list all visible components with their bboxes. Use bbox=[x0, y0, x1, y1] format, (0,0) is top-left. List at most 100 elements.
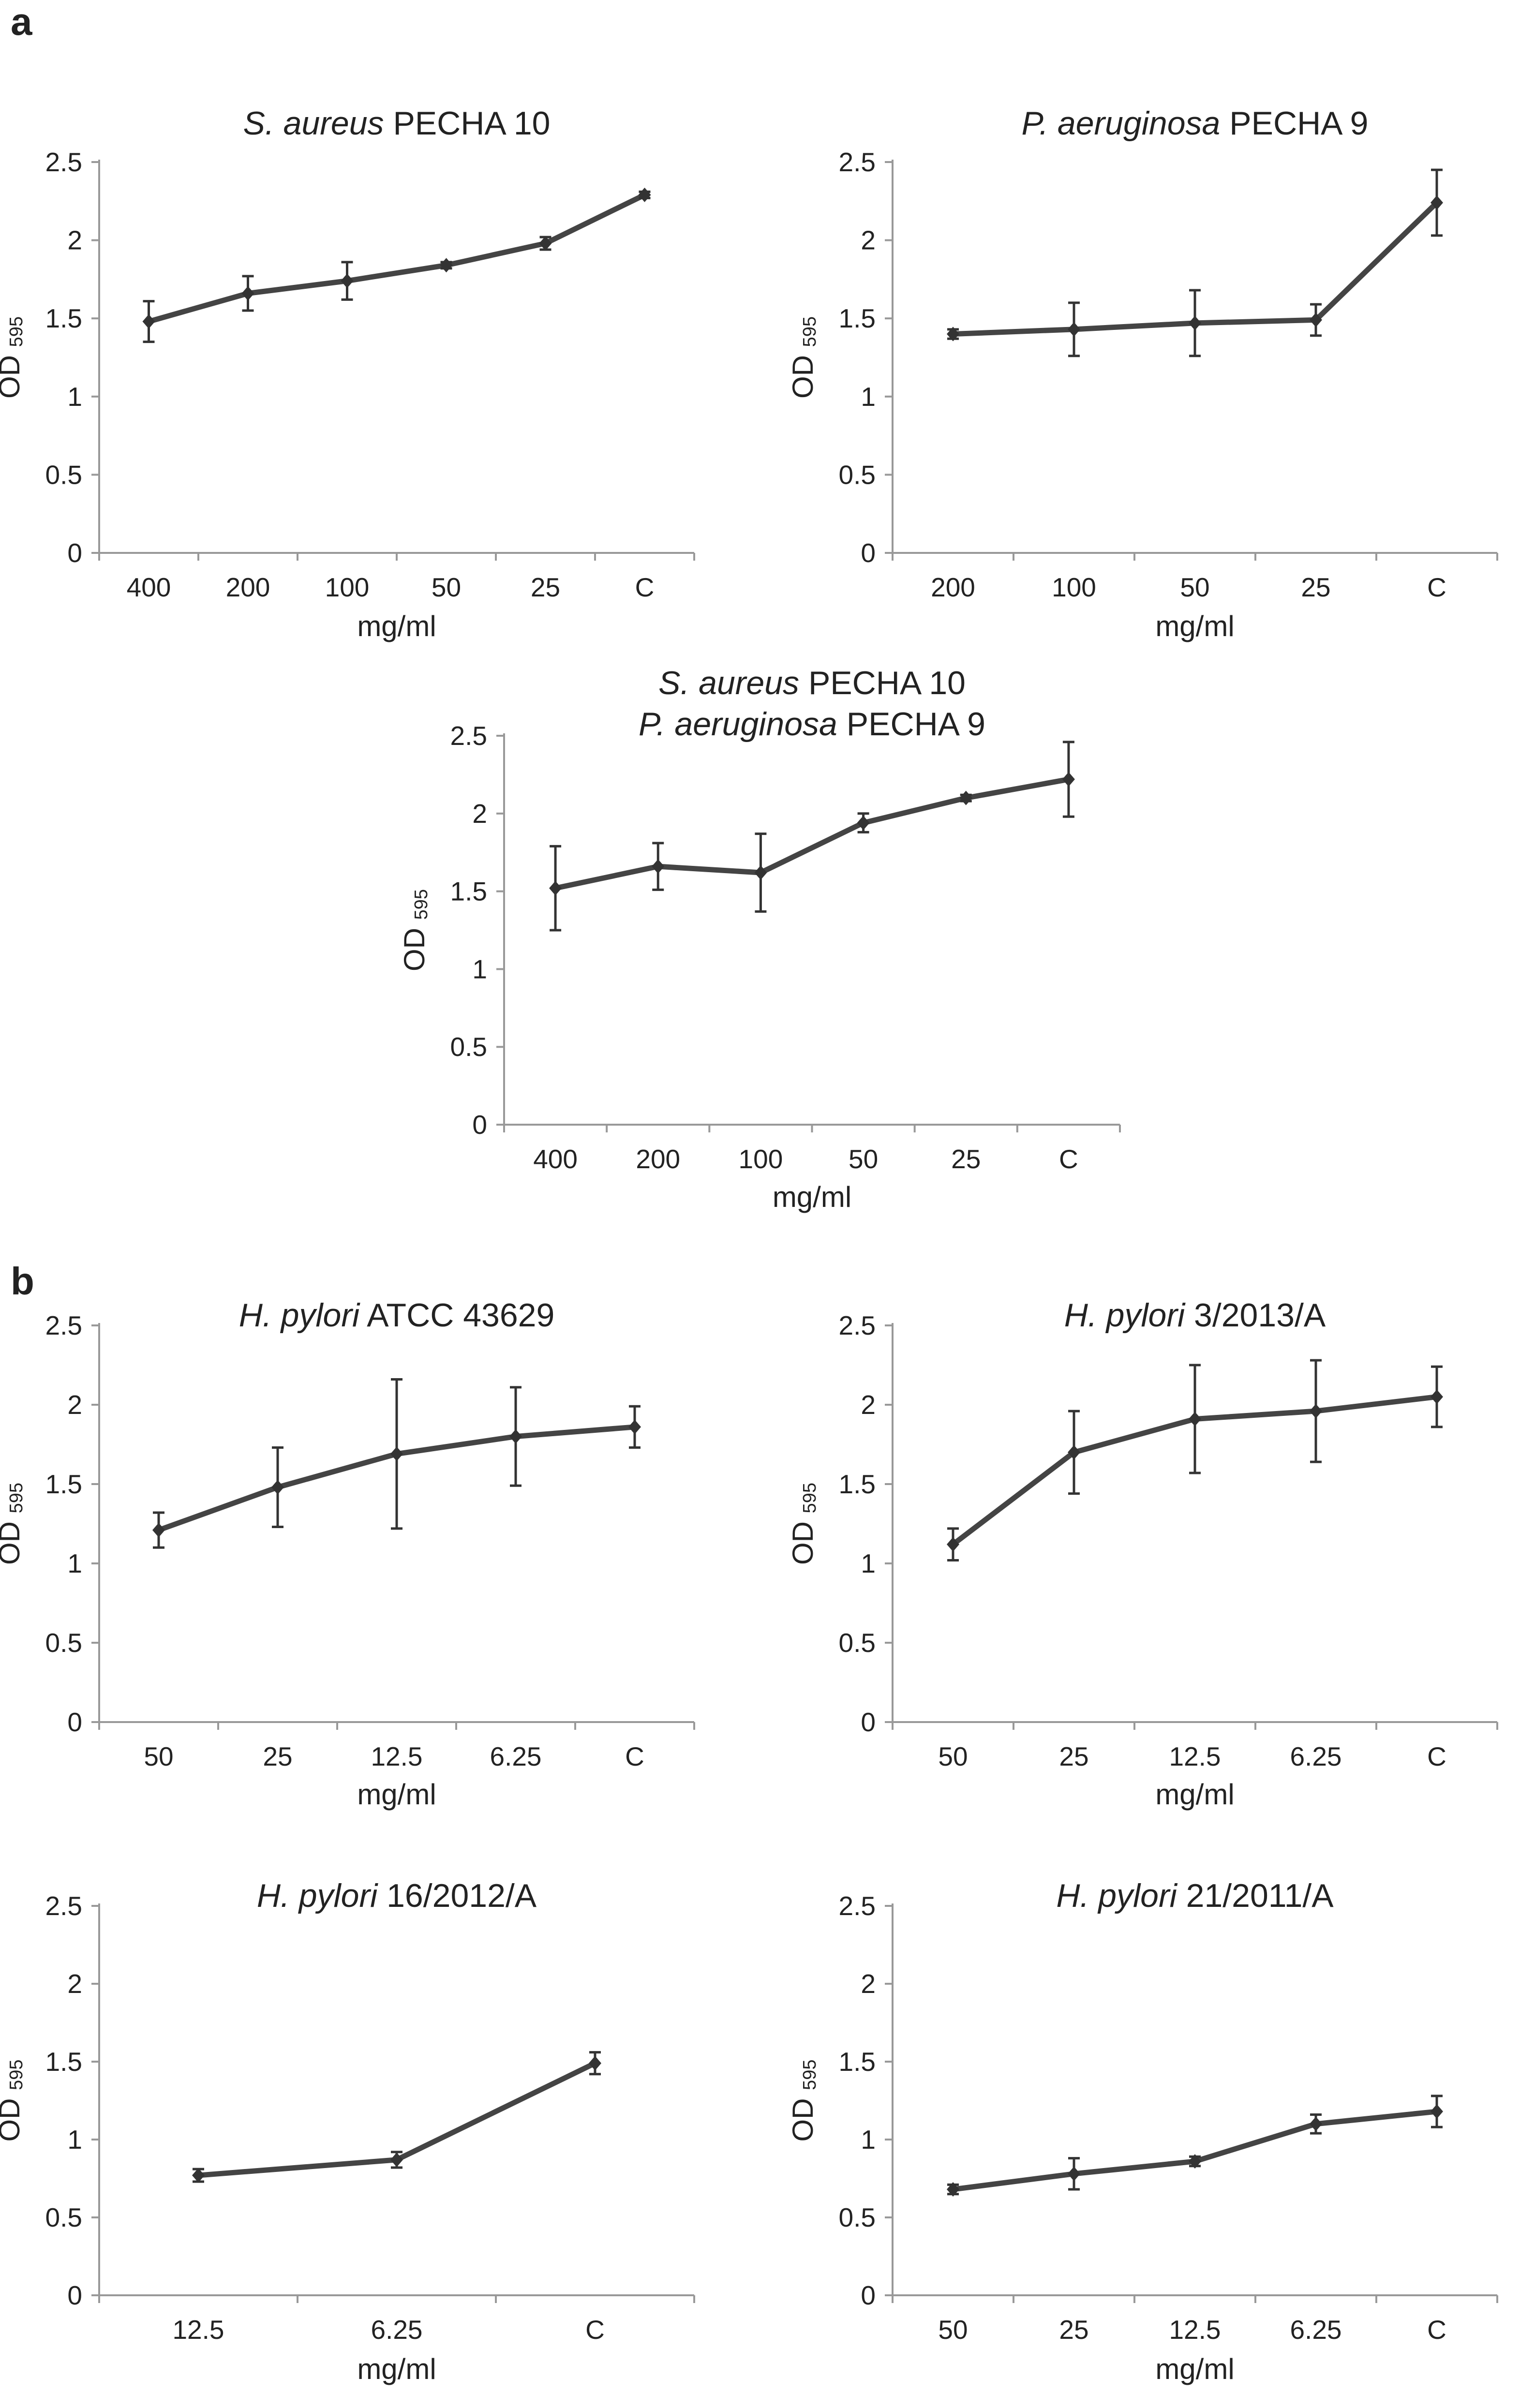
y-axis-label-main: OD bbox=[787, 347, 819, 399]
y-axis-label-subscript: 595 bbox=[800, 316, 820, 347]
data-point bbox=[241, 286, 254, 301]
data-point bbox=[1310, 2116, 1322, 2131]
y-tick-label: 0.5 bbox=[839, 1628, 876, 1658]
y-tick-label: 1.5 bbox=[45, 2047, 82, 2077]
x-axis-label: mg/ml bbox=[1155, 2353, 1234, 2385]
chart-title-text: PECHA 10 bbox=[799, 665, 966, 701]
chart-4: H. pylori ATCC 43629 0 0.5 1 1.5 2 2.5 50 25 12.5… bbox=[0, 1297, 695, 1811]
y-tick-label: 1 bbox=[861, 1548, 876, 1578]
x-tick-label: C bbox=[635, 572, 655, 602]
y-tick-label: 2.5 bbox=[45, 1891, 82, 1921]
y-tick-label: 2.5 bbox=[45, 1310, 82, 1340]
x-tick-label: 100 bbox=[1052, 572, 1096, 602]
y-tick-label: 0.5 bbox=[839, 2202, 876, 2232]
data-point bbox=[652, 859, 665, 874]
x-tick-label: 12.5 bbox=[371, 1741, 422, 1771]
y-tick-label: 2 bbox=[67, 1969, 82, 1999]
x-tick-label: 12.5 bbox=[172, 2315, 224, 2345]
chart-title-text: 16/2012/A bbox=[377, 1877, 537, 1914]
y-tick-label: 2.5 bbox=[450, 721, 487, 751]
data-point bbox=[390, 1446, 403, 1461]
y-tick-label: 0.5 bbox=[45, 1628, 82, 1658]
data-point bbox=[638, 187, 651, 202]
y-tick-label: 1.5 bbox=[450, 877, 487, 907]
x-tick-label: 200 bbox=[931, 572, 975, 602]
chart-5: H. pylori 3/2013/A 0 0.5 1 1.5 2 2.5 50 25 12.5 6.… bbox=[787, 1297, 1498, 1811]
x-tick-label: 25 bbox=[263, 1741, 292, 1771]
x-tick-label: 6.25 bbox=[1290, 2315, 1341, 2345]
data-point bbox=[509, 1429, 522, 1444]
data-point bbox=[857, 816, 870, 831]
y-axis-label: OD 595 bbox=[0, 2059, 27, 2141]
chart-title-italic: P. aeruginosa bbox=[639, 706, 837, 743]
y-tick-label: 1 bbox=[67, 2125, 82, 2155]
x-tick-label: 50 bbox=[432, 572, 461, 602]
data-point bbox=[947, 2182, 959, 2197]
x-tick-label: C bbox=[585, 2315, 605, 2345]
y-tick-label: 1 bbox=[861, 382, 876, 412]
y-tick-label: 2.5 bbox=[839, 147, 876, 177]
y-tick-label: 0.5 bbox=[450, 1032, 487, 1062]
y-axis-label-subscript: 595 bbox=[800, 2059, 820, 2090]
x-tick-label: 400 bbox=[533, 1144, 578, 1174]
y-tick-label: 2 bbox=[861, 1969, 876, 1999]
y-tick-label: 0 bbox=[861, 1707, 876, 1737]
series-line bbox=[953, 2109, 1437, 2192]
x-axis-label: mg/ml bbox=[1155, 1778, 1234, 1811]
panel-label-b: b bbox=[11, 1260, 34, 1303]
chart-title-italic: P. aeruginosa bbox=[1022, 105, 1221, 142]
data-point bbox=[947, 327, 959, 342]
y-tick-label: 0 bbox=[67, 1707, 82, 1737]
data-point bbox=[539, 236, 552, 251]
y-tick-label: 1.5 bbox=[45, 1469, 82, 1499]
chart-2: P. aeruginosa PECHA 9 0 0.5 1 1.5 2 2.5 200 100 5… bbox=[787, 105, 1498, 642]
data-point bbox=[549, 881, 562, 896]
data-point bbox=[1189, 315, 1201, 330]
data-point bbox=[1431, 1389, 1443, 1404]
y-axis-label-main: OD bbox=[0, 1513, 26, 1565]
x-tick-label: 100 bbox=[739, 1144, 783, 1174]
y-axis-label-main: OD bbox=[787, 1513, 819, 1565]
chart-title-line-2: P. aeruginosa PECHA 9 bbox=[639, 706, 985, 743]
chart-title-italic: H. pylori bbox=[239, 1297, 360, 1334]
chart-title-text: PECHA 10 bbox=[384, 105, 551, 142]
data-point bbox=[1068, 1445, 1080, 1460]
x-tick-label: 6.25 bbox=[490, 1741, 541, 1771]
y-tick-label: 2 bbox=[67, 1390, 82, 1420]
data-point bbox=[192, 2168, 205, 2183]
y-tick-label: 0 bbox=[861, 2280, 876, 2310]
y-tick-label: 2 bbox=[861, 225, 876, 255]
x-tick-label: 50 bbox=[144, 1741, 173, 1771]
y-tick-label: 0 bbox=[67, 538, 82, 568]
y-tick-label: 1.5 bbox=[45, 303, 82, 333]
y-tick-label: 1 bbox=[861, 2125, 876, 2155]
x-axis-label: mg/ml bbox=[1155, 610, 1234, 642]
y-axis-label-subscript: 595 bbox=[6, 316, 27, 347]
chart-title-text: PECHA 9 bbox=[837, 706, 985, 743]
data-point bbox=[341, 273, 354, 288]
data-point bbox=[390, 2152, 403, 2167]
data-point bbox=[1431, 2104, 1443, 2119]
chart-title-italic: H. pylori bbox=[1064, 1297, 1186, 1334]
x-tick-label: 400 bbox=[127, 572, 171, 602]
chart-title: S. aureus PECHA 10 bbox=[243, 105, 550, 142]
chart-title-text: ATCC 43629 bbox=[359, 1297, 554, 1334]
chart-title-line-1: S. aureus PECHA 10 bbox=[658, 665, 966, 701]
series-line bbox=[554, 776, 1069, 891]
x-tick-label: 12.5 bbox=[1169, 2315, 1221, 2345]
data-point bbox=[1310, 312, 1322, 327]
y-tick-label: 1 bbox=[67, 1548, 82, 1578]
chart-3: S. aureus PECHA 10 P. aeruginosa PECHA 9 0… bbox=[398, 665, 1121, 1213]
x-tick-label: 25 bbox=[951, 1144, 981, 1174]
chart-title-italic: H. pylori bbox=[257, 1877, 378, 1914]
chart-title: H. pylori 21/2011/A bbox=[1056, 1877, 1334, 1914]
y-axis-label-main: OD bbox=[398, 920, 431, 971]
y-tick-label: 1 bbox=[67, 382, 82, 412]
chart-title: H. pylori 3/2013/A bbox=[1064, 1297, 1326, 1334]
y-tick-label: 0.5 bbox=[45, 460, 82, 490]
x-tick-label: 25 bbox=[1059, 1741, 1088, 1771]
y-axis-label: OD 595 bbox=[787, 1483, 820, 1565]
y-axis-label-subscript: 595 bbox=[6, 2059, 27, 2090]
data-point bbox=[754, 865, 767, 880]
y-tick-label: 2 bbox=[472, 799, 487, 829]
